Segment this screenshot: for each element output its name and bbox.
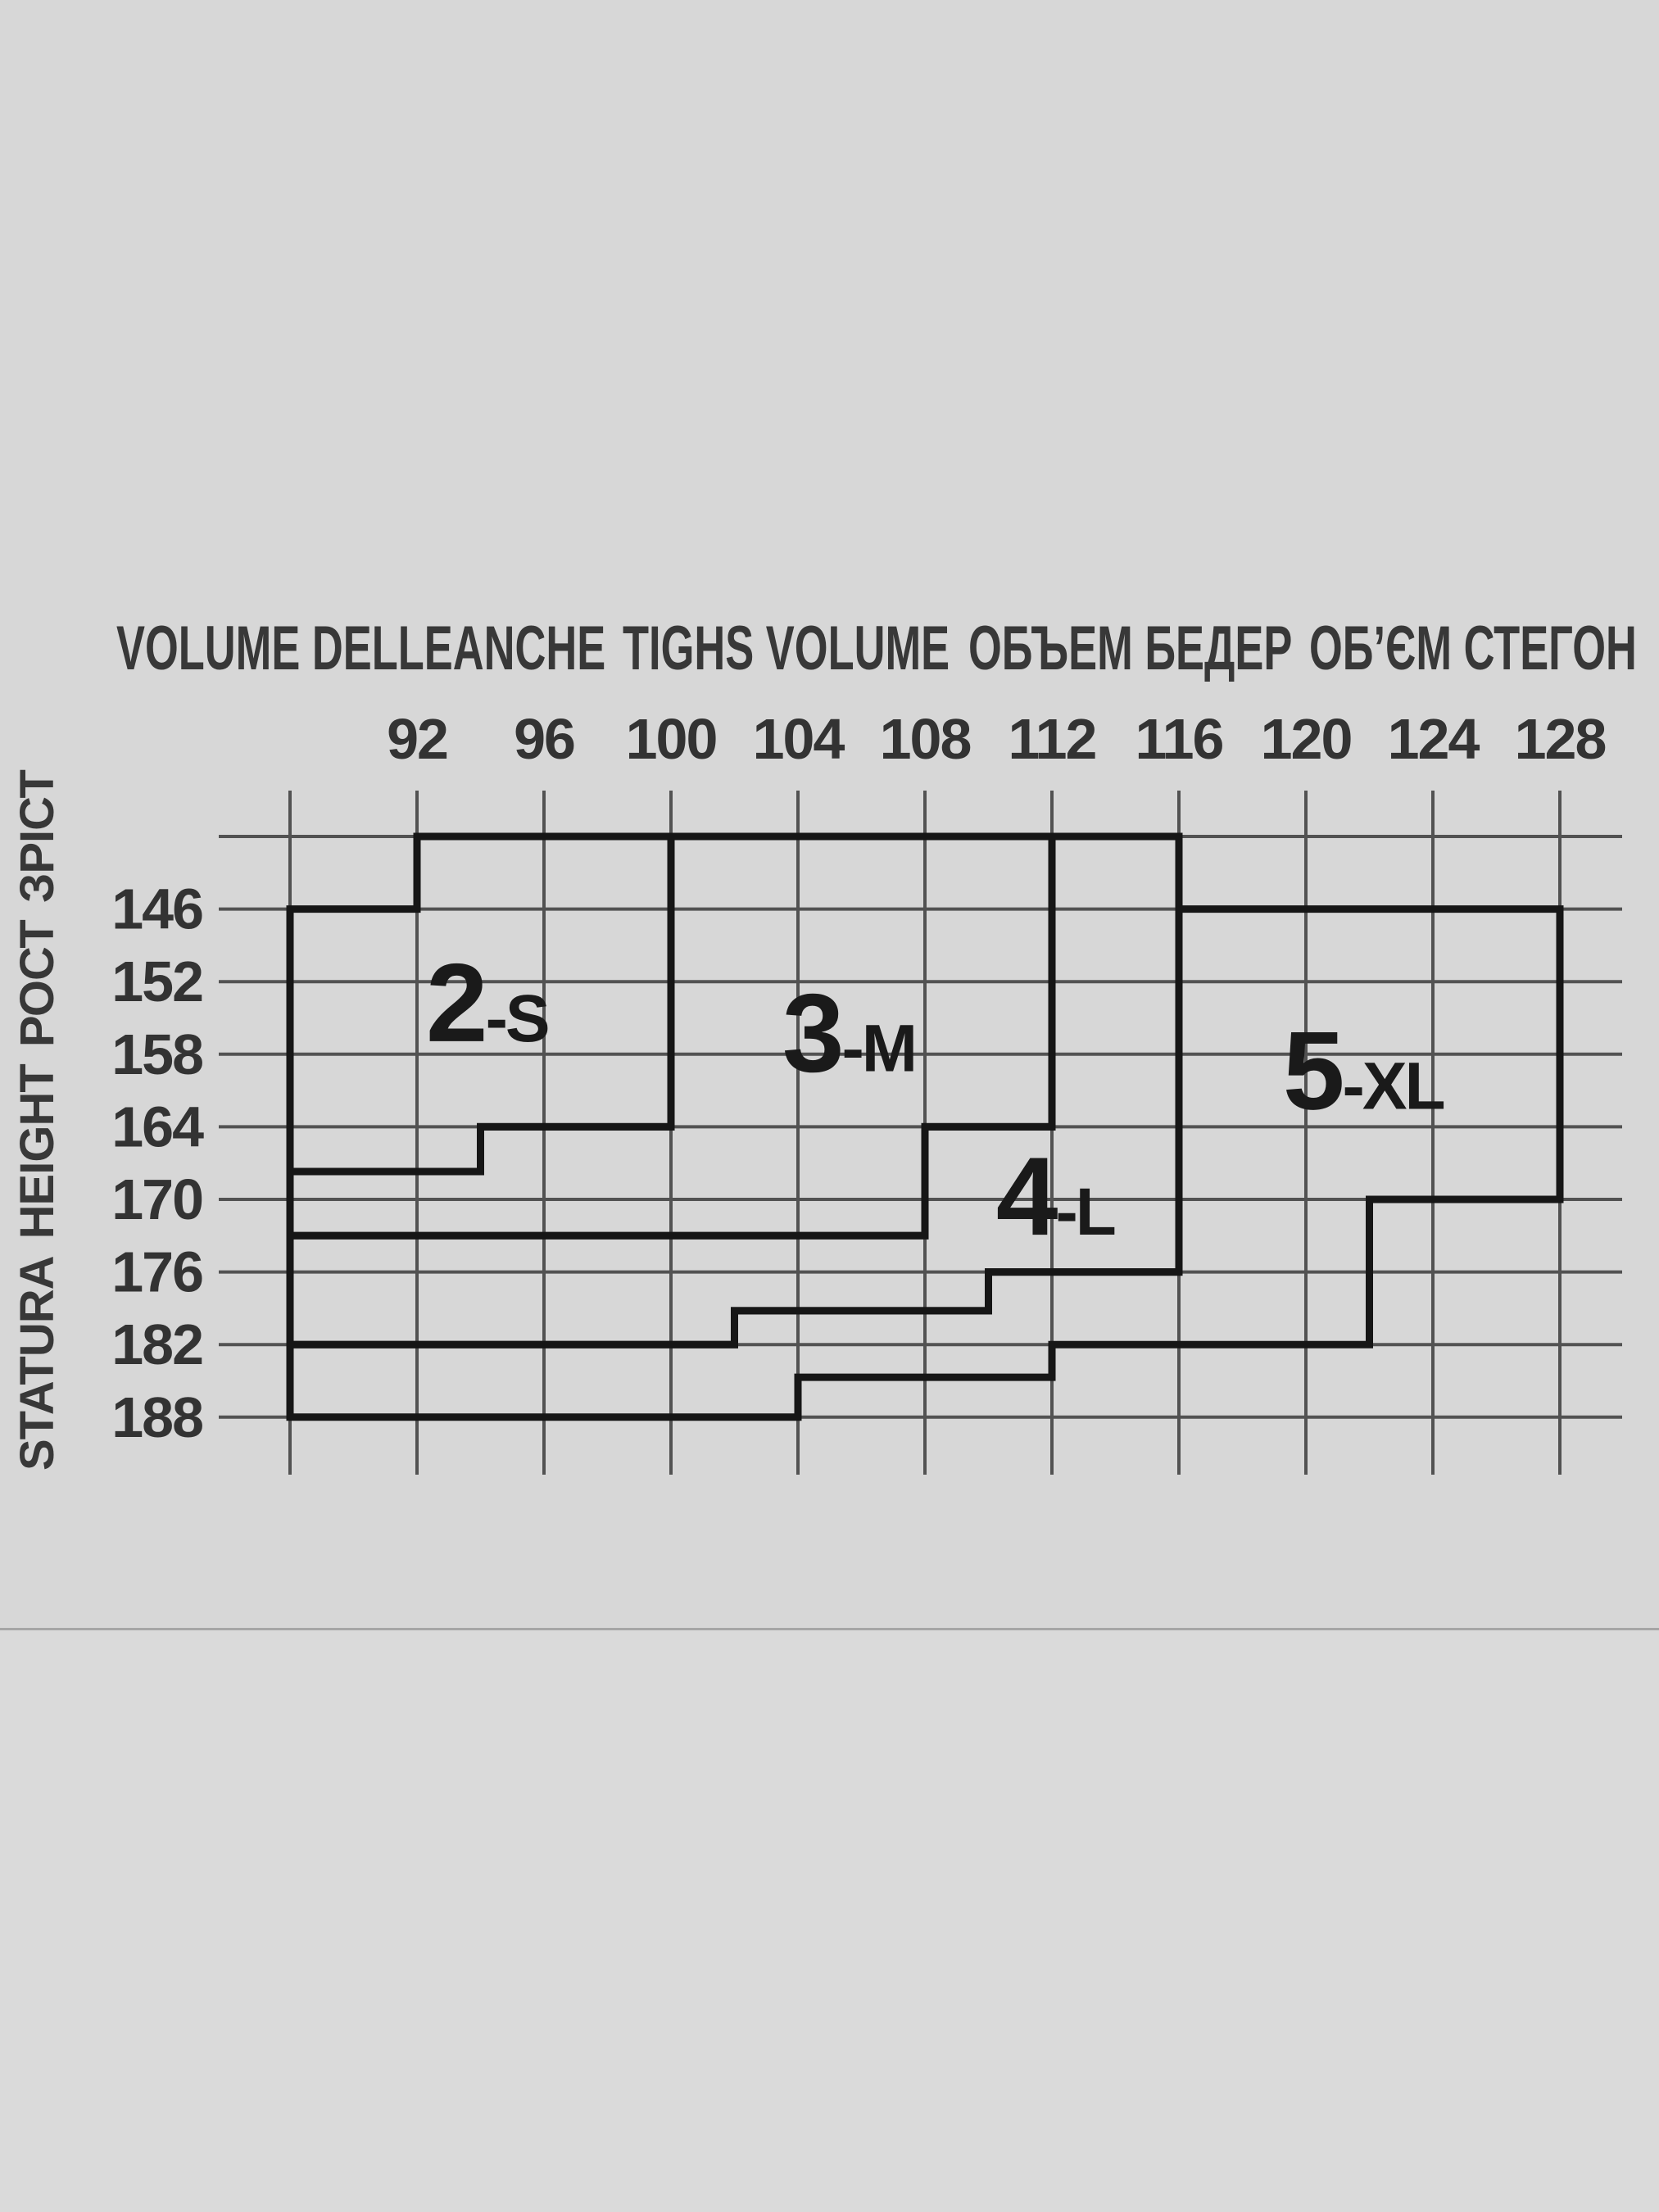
x-tick-108: 108 [880,707,971,771]
y-axis-title-italian: STATURA [10,1256,64,1471]
x-axis-title-ukrainian: ОБ’ЄМ СТЕГОН [1309,614,1637,683]
x-axis-title-russian: ОБЪЕМ БЕДЕР [968,614,1293,683]
x-axis-title-english: TIGHS VOLUME [623,614,950,683]
region-5-XL-label-letter: -XL [1343,1049,1444,1124]
page-background-below-photo [0,1630,1659,2212]
region-5-XL-outline [286,905,1564,1421]
x-tick-96: 96 [514,707,574,771]
region-5-XL-label-number: 5 [1283,1009,1343,1133]
x-tick-128: 128 [1515,707,1606,771]
region-2-S-label: 2-S [426,941,548,1065]
x-tick-116: 116 [1135,707,1223,771]
y-axis-title-ukrainian: ЗРІСТ [10,770,64,904]
region-5-XL-label: 5-XL [1283,1009,1444,1133]
x-tick-100: 100 [626,707,717,771]
y-tick-158: 158 [111,1022,202,1086]
region-2-S-label-number: 2 [426,941,486,1065]
y-tick-188: 188 [111,1385,202,1449]
photo-bottom-edge [0,1628,1659,1630]
x-tick-124: 124 [1388,707,1480,771]
y-axis-title-russian: РОСТ [10,920,64,1048]
x-axis-title-italian: VOLUME DELLEANCHE [116,614,606,683]
y-tick-152: 152 [111,950,202,1013]
x-tick-104: 104 [753,707,845,771]
y-tick-170: 170 [111,1167,202,1231]
y-tick-176: 176 [111,1240,202,1304]
y-axis-title-english: HEIGHT [10,1064,64,1240]
y-tick-182: 182 [111,1312,202,1376]
region-4-L-label: 4-L [996,1134,1115,1258]
x-tick-120: 120 [1261,707,1352,771]
region-4-L-label-letter: -L [1055,1175,1114,1249]
region-3-M-label: 3-M [782,971,915,1095]
y-tick-164: 164 [111,1095,204,1158]
region-2-S-label-letter: -S [486,981,548,1056]
y-tick-146: 146 [111,877,202,941]
region-3-M-label-number: 3 [782,971,842,1095]
x-tick-112: 112 [1009,707,1096,771]
y-axis-title: STATURA HEIGHT РОСТ ЗРІСТ [10,770,64,1471]
region-4-L-label-number: 4 [996,1134,1058,1258]
x-tick-92: 92 [387,707,447,771]
region-3-M-label-letter: -M [842,1012,916,1086]
